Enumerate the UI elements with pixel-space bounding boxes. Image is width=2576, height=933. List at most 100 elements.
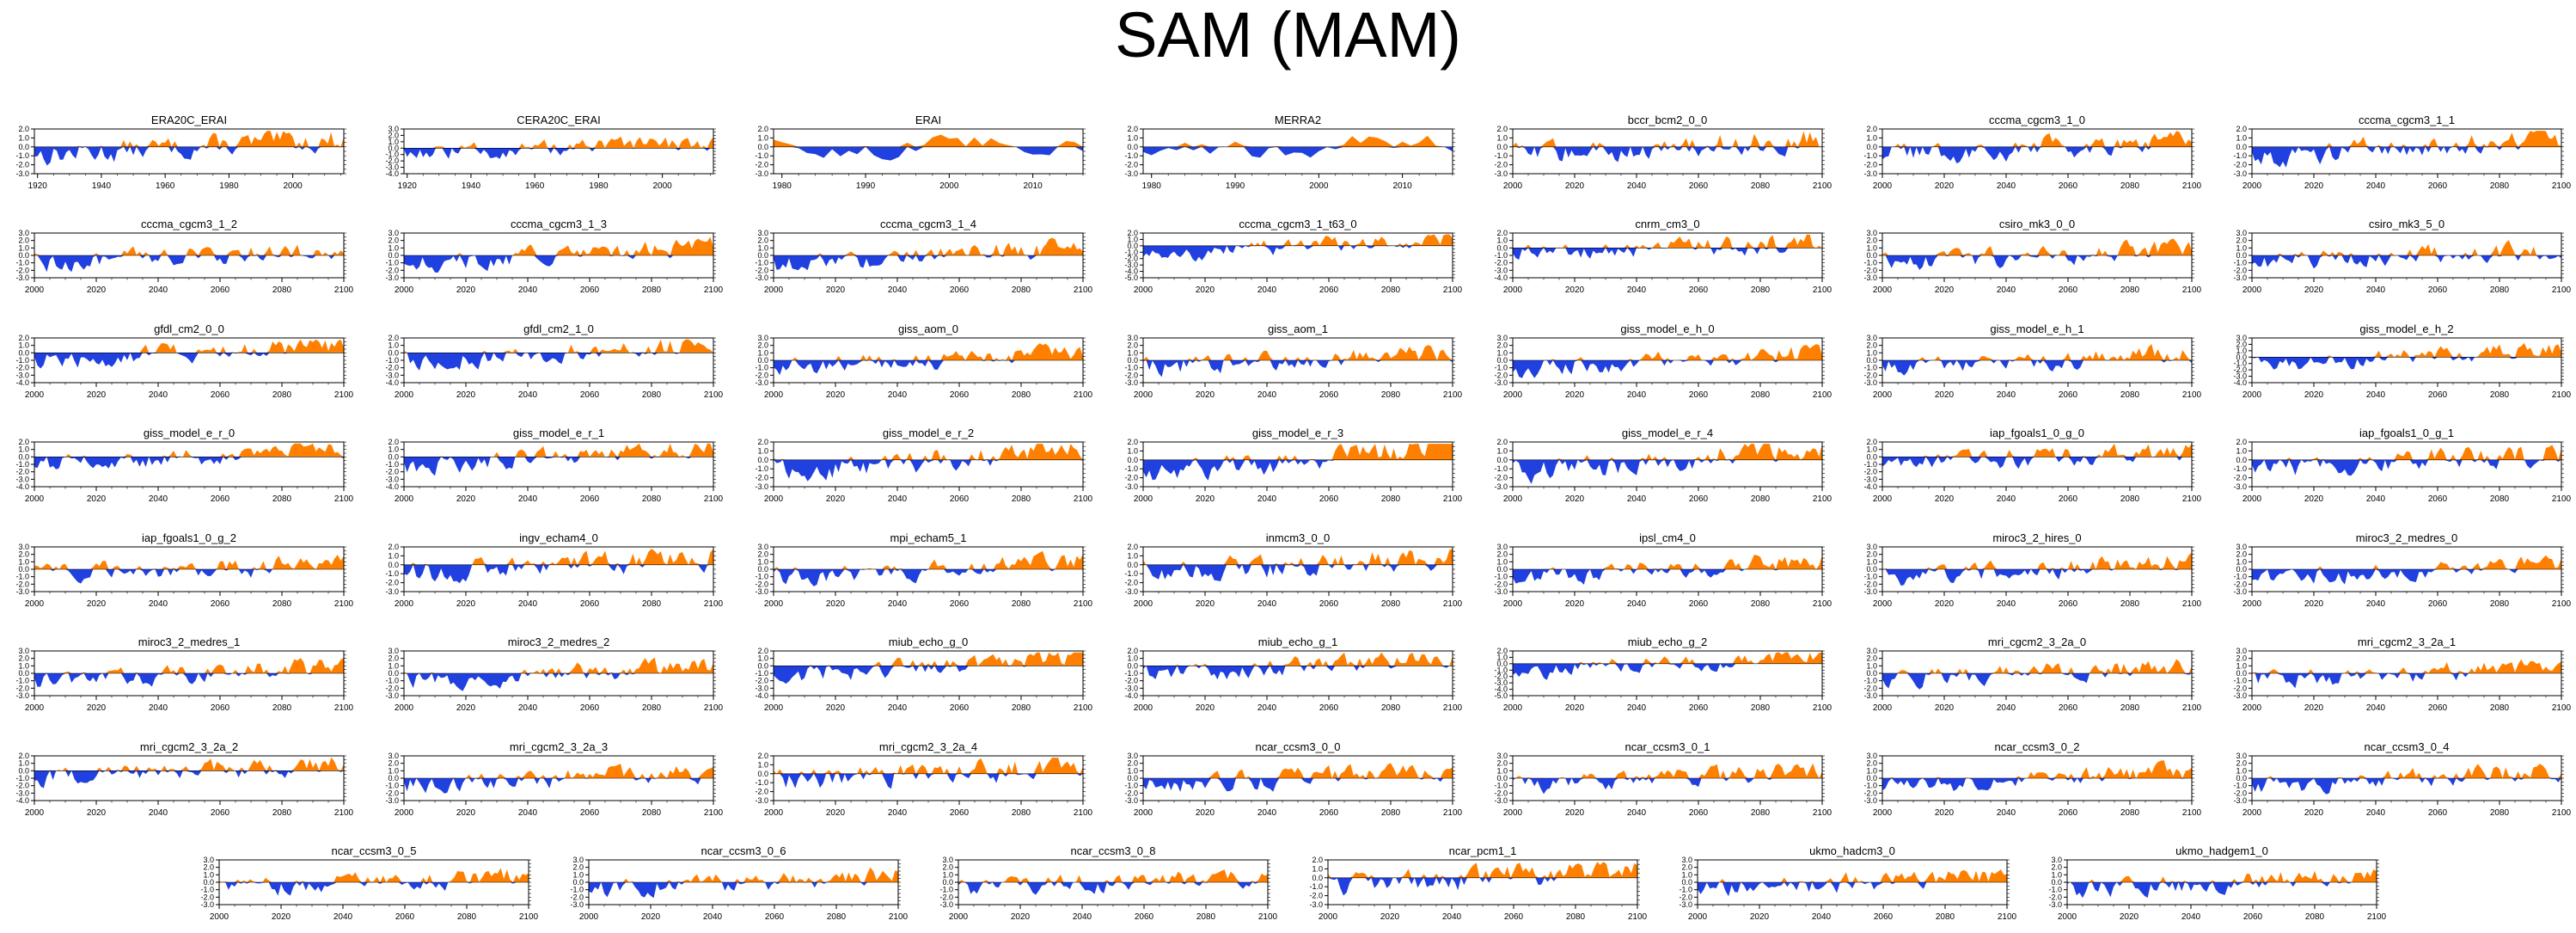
y-tick-label: -3.0 [15,371,29,379]
y-tick-label: 2.0 [2236,125,2247,133]
negative-area [404,564,713,584]
y-tick-label: -1.0 [1863,677,1877,685]
positive-area [1328,862,1637,878]
positive-area [404,549,713,565]
x-tick-label: 2080 [272,703,292,713]
negative-area [1882,146,2192,163]
y-tick-label: -2.0 [385,789,399,797]
x-tick-label: 2080 [1012,494,1031,504]
x-tick-label: 2020 [2304,599,2324,609]
y-tick-label: -3.0 [385,273,399,282]
positive-area [404,236,713,255]
y-tick-label: 0.0 [18,565,29,574]
y-tick-label: -1.0 [1863,364,1877,372]
panel-mri_cgcm2_3_2a_0: mri_cgcm2_3_2a_0 3.02.01.00.0-1.0-2.0-3.0… [1863,635,2201,713]
x-tick-label: 2060 [211,599,230,609]
negative-area [1882,457,2192,470]
positive-area [774,237,1083,255]
x-tick-label: 2040 [149,494,168,504]
y-tick-label: 0.0 [757,456,768,464]
y-tick-label: -3.0 [385,371,399,379]
panel-miroc3_2_medres_0: miroc3_2_medres_0 3.02.01.00.0-1.0-2.0-3.… [2233,531,2571,609]
panel-title: ncar_ccsm3_0_8 [1071,844,1156,857]
y-tick-label: -2.0 [1863,371,1877,379]
x-tick-label: 2000 [1873,285,1893,295]
y-tick-label: 3.0 [18,647,29,655]
x-tick-label: 2060 [1689,703,1709,713]
y-tick-label: -3.0 [1863,273,1877,282]
x-tick-label: 2060 [2059,285,2078,295]
y-tick-label: 1.0 [1496,236,1508,245]
x-tick-label: 2060 [1319,285,1339,295]
x-tick-label: 2080 [272,494,292,504]
x-tick-label: 2060 [2428,703,2448,713]
panel-title: ERAI [915,114,941,126]
x-tick-label: 2040 [333,912,353,922]
x-tick-label: 2060 [395,912,415,922]
x-tick-label: 2000 [1503,181,1523,191]
y-tick-label: -3.0 [1863,796,1877,805]
negative-area [404,353,713,371]
negative-area [2252,778,2561,795]
y-tick-label: 2.0 [388,654,399,663]
positive-area [1143,135,1453,147]
y-tick-label: 3.0 [388,647,399,655]
y-tick-label: -2.0 [1863,468,1877,476]
x-tick-label: 2020 [1196,599,1215,609]
x-tick-label: 2080 [1751,808,1771,818]
x-tick-label: 2040 [888,703,908,713]
y-tick-label: -3.0 [1494,482,1508,491]
y-tick-label: 2.0 [18,752,29,760]
y-tick-label: 2.0 [2236,550,2247,559]
x-tick-label: 2000 [764,599,784,609]
positive-area [2252,131,2561,147]
x-tick-label: 2000 [1873,599,1893,609]
y-tick-label: -2.0 [755,677,768,685]
negative-area [34,255,344,273]
y-tick-label: -1.0 [2233,151,2247,160]
negative-area [774,255,1083,271]
y-tick-label: -2.0 [1863,161,1877,169]
panel-title: ncar_ccsm3_0_6 [701,844,786,857]
x-tick-label: 2000 [2243,808,2262,818]
x-tick-label: 2100 [334,494,354,504]
x-tick-label: 2020 [2120,912,2139,922]
positive-area [1513,652,1822,664]
positive-area [1882,760,2192,778]
y-tick-label: -3.0 [15,587,29,596]
x-tick-label: 2100 [1443,494,1463,504]
x-tick-label: 2040 [1257,808,1277,818]
y-tick-label: 0.0 [1866,143,1877,151]
x-tick-label: 2080 [1012,390,1031,400]
y-tick-label: 2.0 [1127,341,1138,350]
x-tick-label: 2020 [1565,181,1585,191]
y-tick-label: 2.0 [1496,229,1508,237]
panel-title: miub_echo_g_2 [1628,635,1708,648]
x-tick-label: 2020 [2304,808,2324,818]
panel-giss_aom_0: giss_aom_0 3.02.01.00.0-1.0-2.0-3.0 2000 20… [755,322,1092,400]
y-tick-label: 0.0 [388,348,399,357]
panel-title: ncar_pcm1_1 [1449,844,1517,857]
y-tick-label: 1.0 [1496,446,1508,455]
x-tick-label: 2100 [1813,599,1833,609]
y-tick-label: 0.0 [1866,565,1877,574]
positive-area [34,757,344,771]
y-tick-label: -4.0 [2233,378,2247,387]
y-tick-label: 0.0 [942,878,953,887]
y-tick-label: 3.0 [2236,543,2247,551]
y-tick-label: 0.0 [2051,878,2062,887]
panel-ipsl_cm4_0: ipsl_cm4_0 3.02.01.00.0-1.0-2.0-3.0 2000 20… [1494,531,1832,609]
x-tick-label: 2100 [1998,912,2017,922]
negative-area [2252,357,2561,370]
y-tick-label: 2.0 [2051,863,2062,872]
x-tick-label: 2040 [1257,390,1277,400]
x-tick-label: 2040 [1997,181,2016,191]
panel-title: mri_cgcm2_3_2a_0 [1988,635,2086,648]
y-tick-label: -2.0 [385,157,399,165]
x-tick-label: 2100 [334,599,354,609]
y-tick-label: 1.0 [18,341,29,350]
panel-mri_cgcm2_3_2a_1: mri_cgcm2_3_2a_1 3.02.01.00.0-1.0-2.0-3.0… [2233,635,2571,713]
panel-title: giss_model_e_r_1 [513,427,604,439]
x-tick-label: 2080 [642,808,662,818]
x-tick-label: 2060 [580,599,600,609]
